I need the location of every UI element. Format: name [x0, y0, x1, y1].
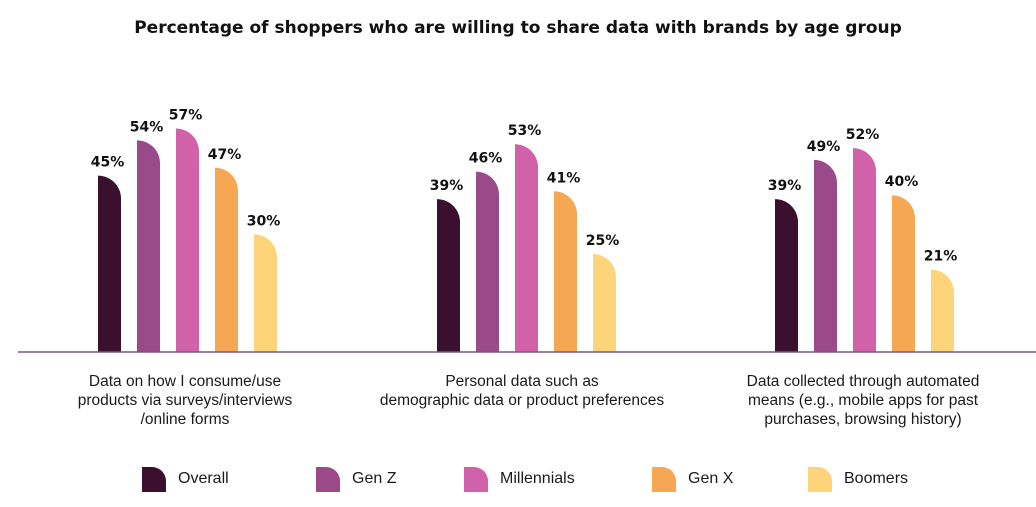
value-label-millennials-group-3: 52%	[846, 127, 880, 143]
value-labels-layer: 45% 54% 57% 47% 30% 39% 46% 53% 41% 25% 39% 49% 52% 4…	[91, 108, 958, 265]
legend-label-overall: Overall	[178, 470, 229, 487]
bar-boomers-group-3	[931, 269, 954, 352]
value-label-gen-x-group-1: 47%	[208, 147, 242, 163]
value-label-millennials-group-1: 57%	[169, 108, 203, 124]
legend-label-boomers: Boomers	[844, 470, 909, 487]
value-label-boomers-group-1: 30%	[247, 213, 281, 229]
value-label-gen-z-group-3: 49%	[807, 139, 841, 155]
bar-overall-group-2	[437, 199, 460, 352]
bar-millennials-group-3	[853, 148, 876, 352]
legend-swatch-millennials	[464, 466, 488, 492]
value-label-millennials-group-2: 53%	[508, 123, 542, 139]
category-label-personal-data: Personal data such as demographic data o…	[379, 373, 665, 409]
value-label-overall-group-3: 39%	[768, 178, 802, 194]
bars-layer	[98, 128, 954, 352]
bar-gen-x-group-2	[554, 191, 577, 352]
category-label-data-on-consumption: Data on how I consume/use products via s…	[77, 373, 293, 428]
legend-item-millennials: Millennials	[464, 462, 575, 496]
category-label-automated-data: Data collected through automated means (…	[746, 373, 980, 428]
bar-overall-group-1	[98, 175, 121, 352]
chart-title: Percentage of shoppers who are willing t…	[134, 18, 902, 38]
legend-label-millennials: Millennials	[500, 470, 575, 487]
legend-swatch-overall	[142, 466, 166, 492]
bar-boomers-group-1	[254, 234, 277, 352]
legend-item-gen-z: Gen Z	[316, 462, 396, 496]
bar-gen-z-group-3	[814, 159, 837, 352]
bar-boomers-group-2	[593, 254, 616, 352]
bar-gen-z-group-2	[476, 171, 499, 352]
value-label-overall-group-2: 39%	[430, 178, 464, 194]
bar-gen-x-group-1	[215, 167, 238, 352]
value-label-boomers-group-3: 21%	[924, 249, 958, 265]
legend-swatch-gen-z	[316, 466, 340, 492]
legend-item-boomers: Boomers	[808, 462, 908, 496]
legend: Overall Gen Z Millennials Gen X Boomers	[0, 462, 1036, 496]
bar-millennials-group-1	[176, 128, 199, 352]
bar-gen-z-group-1	[137, 140, 160, 352]
bar-gen-x-group-3	[892, 195, 915, 352]
bar-millennials-group-2	[515, 144, 538, 352]
legend-label-gen-x: Gen X	[688, 470, 734, 487]
value-label-gen-x-group-3: 40%	[885, 174, 919, 190]
value-label-boomers-group-2: 25%	[586, 233, 620, 249]
value-label-gen-z-group-1: 54%	[130, 119, 164, 135]
value-label-gen-x-group-2: 41%	[547, 170, 581, 186]
legend-label-gen-z: Gen Z	[352, 470, 397, 487]
legend-swatch-gen-x	[652, 466, 676, 492]
legend-item-overall: Overall	[142, 462, 229, 496]
legend-item-gen-x: Gen X	[652, 462, 733, 496]
value-label-gen-z-group-2: 46%	[469, 151, 503, 167]
bar-overall-group-3	[775, 199, 798, 352]
value-label-overall-group-1: 45%	[91, 155, 125, 171]
legend-swatch-boomers	[808, 466, 832, 492]
